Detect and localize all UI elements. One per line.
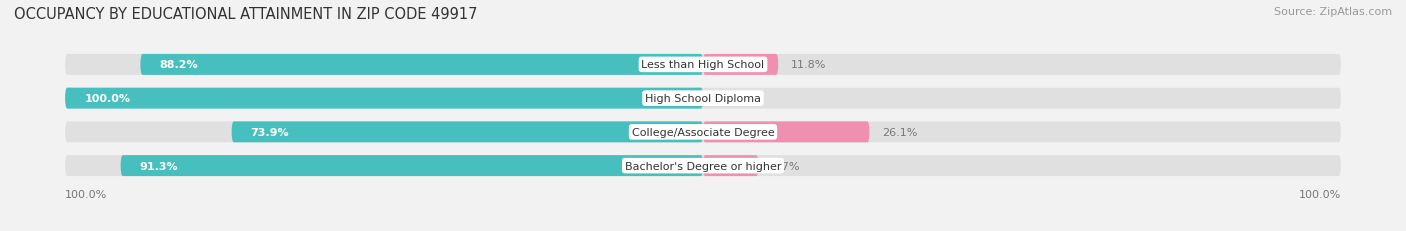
Text: 26.1%: 26.1% xyxy=(882,127,918,137)
FancyBboxPatch shape xyxy=(121,155,703,176)
Text: OCCUPANCY BY EDUCATIONAL ATTAINMENT IN ZIP CODE 49917: OCCUPANCY BY EDUCATIONAL ATTAINMENT IN Z… xyxy=(14,7,478,22)
FancyBboxPatch shape xyxy=(141,55,703,76)
FancyBboxPatch shape xyxy=(703,122,869,143)
Text: 11.8%: 11.8% xyxy=(792,60,827,70)
FancyBboxPatch shape xyxy=(65,155,1341,176)
FancyBboxPatch shape xyxy=(65,122,1341,143)
FancyBboxPatch shape xyxy=(65,88,1341,109)
Text: 73.9%: 73.9% xyxy=(250,127,290,137)
Text: 0.0%: 0.0% xyxy=(716,94,744,104)
FancyBboxPatch shape xyxy=(703,155,758,176)
Text: Source: ZipAtlas.com: Source: ZipAtlas.com xyxy=(1274,7,1392,17)
Text: Bachelor's Degree or higher: Bachelor's Degree or higher xyxy=(624,161,782,171)
FancyBboxPatch shape xyxy=(703,55,779,76)
FancyBboxPatch shape xyxy=(232,122,703,143)
Text: 100.0%: 100.0% xyxy=(84,94,131,104)
Text: 100.0%: 100.0% xyxy=(1299,189,1341,199)
Text: High School Diploma: High School Diploma xyxy=(645,94,761,104)
Text: Less than High School: Less than High School xyxy=(641,60,765,70)
Text: 88.2%: 88.2% xyxy=(159,60,198,70)
Text: 8.7%: 8.7% xyxy=(772,161,800,171)
FancyBboxPatch shape xyxy=(65,88,703,109)
FancyBboxPatch shape xyxy=(65,55,1341,76)
Text: College/Associate Degree: College/Associate Degree xyxy=(631,127,775,137)
Text: 91.3%: 91.3% xyxy=(139,161,179,171)
Text: 100.0%: 100.0% xyxy=(65,189,107,199)
